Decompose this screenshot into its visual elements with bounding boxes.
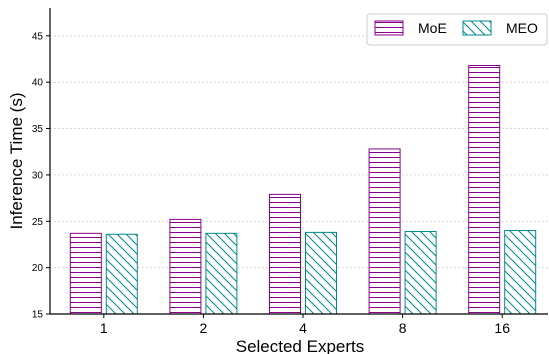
- x-axis-title: Selected Experts: [236, 337, 365, 354]
- bar-meo-1: [105, 233, 138, 315]
- bar-meo-16: [504, 230, 537, 315]
- bar-moe-8: [368, 148, 401, 315]
- bar-meo-4: [305, 231, 337, 315]
- legend-label-meo: MEO: [506, 20, 538, 36]
- bar-meo-2: [205, 232, 238, 315]
- bar-moe-1: [69, 232, 102, 315]
- x-tick-label: 16: [494, 320, 510, 336]
- legend-swatch-moe: [374, 20, 404, 36]
- y-tick-label: 45: [32, 31, 44, 42]
- x-tick-label: 4: [299, 320, 307, 336]
- y-tick-label: 40: [32, 78, 44, 89]
- bar-moe-4: [269, 193, 301, 315]
- x-tick-label: 1: [100, 320, 108, 336]
- legend: MoE MEO: [366, 13, 548, 46]
- x-tick-label: 2: [200, 320, 208, 336]
- legend-swatch-meo: [462, 20, 492, 36]
- legend-label-moe: MoE: [418, 20, 447, 36]
- y-tick-label: 30: [32, 170, 44, 181]
- x-tick-label: 8: [399, 320, 407, 336]
- y-tick-label: 35: [32, 124, 44, 135]
- tick-labels: 15 20 25 30 35 40 45 1 2 4 8 16: [32, 31, 510, 336]
- bar-moe-16: [468, 64, 501, 315]
- bar-moe-2: [169, 218, 202, 315]
- y-tick-label: 20: [32, 263, 44, 274]
- bars: [69, 64, 537, 315]
- y-axis-title: Inference Time (s): [7, 93, 26, 230]
- y-tick-label: 25: [32, 217, 44, 228]
- y-tick-label: 15: [32, 310, 44, 321]
- bar-meo-8: [404, 230, 437, 315]
- legend-box: [366, 13, 548, 46]
- axes: [46, 8, 548, 318]
